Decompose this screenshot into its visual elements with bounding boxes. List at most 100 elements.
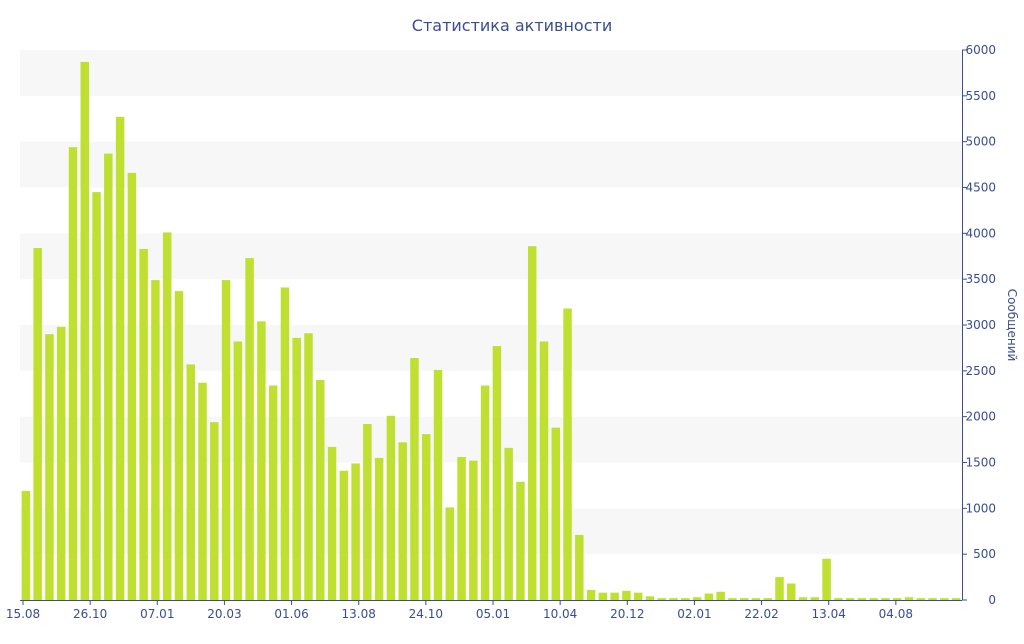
bar[interactable] xyxy=(586,589,596,600)
bar[interactable] xyxy=(327,446,337,600)
grid-band xyxy=(20,233,962,280)
bar[interactable] xyxy=(469,460,478,600)
bar[interactable] xyxy=(339,470,349,600)
bar[interactable] xyxy=(410,358,419,600)
bar[interactable] xyxy=(893,598,902,600)
bar[interactable] xyxy=(257,321,266,600)
bar[interactable] xyxy=(316,380,325,600)
bar[interactable] xyxy=(56,326,66,600)
bar[interactable] xyxy=(45,334,54,600)
x-tick-label: 24.10 xyxy=(409,607,443,621)
bar[interactable] xyxy=(716,591,725,600)
grid-band xyxy=(20,141,962,188)
bar[interactable] xyxy=(751,598,761,600)
bar[interactable] xyxy=(845,598,855,600)
y-tick-label: 0 xyxy=(988,593,996,607)
bar[interactable] xyxy=(798,597,808,600)
bar[interactable] xyxy=(445,507,455,600)
bar[interactable] xyxy=(186,364,195,600)
bar[interactable] xyxy=(728,598,737,600)
bar[interactable] xyxy=(351,463,360,600)
bar[interactable] xyxy=(539,341,549,601)
bar[interactable] xyxy=(292,337,301,600)
bar[interactable] xyxy=(527,246,537,601)
bar[interactable] xyxy=(139,248,148,601)
bar[interactable] xyxy=(516,481,525,600)
bar[interactable] xyxy=(68,147,78,601)
bar[interactable] xyxy=(162,232,172,601)
bar[interactable] xyxy=(951,598,961,600)
bar[interactable] xyxy=(704,593,714,600)
chart-title: Статистика активности xyxy=(412,16,612,35)
bar[interactable] xyxy=(904,597,914,600)
bar[interactable] xyxy=(857,598,867,600)
x-tick-label: 20.03 xyxy=(207,607,241,621)
y-tick-label: 4000 xyxy=(965,226,996,240)
bar[interactable] xyxy=(657,598,666,600)
bar[interactable] xyxy=(245,258,254,600)
y-tick-label: 1000 xyxy=(965,501,996,515)
bar[interactable] xyxy=(669,598,678,600)
bar[interactable] xyxy=(480,385,490,601)
bar[interactable] xyxy=(681,598,690,600)
bar[interactable] xyxy=(221,280,231,600)
bar[interactable] xyxy=(433,369,443,600)
bar[interactable] xyxy=(174,291,184,600)
bar[interactable] xyxy=(622,590,631,600)
bar[interactable] xyxy=(940,598,949,600)
bar[interactable] xyxy=(233,341,243,601)
x-tick-label: 15.08 xyxy=(6,607,40,621)
bar[interactable] xyxy=(386,415,396,600)
x-tick-label: 22.02 xyxy=(744,607,778,621)
x-tick-label: 13.08 xyxy=(342,607,376,621)
bar[interactable] xyxy=(268,385,278,601)
y-tick-label: 3000 xyxy=(965,318,996,332)
bar[interactable] xyxy=(739,598,749,600)
bar[interactable] xyxy=(692,597,702,600)
bar[interactable] xyxy=(115,116,125,601)
bar[interactable] xyxy=(598,592,608,600)
bar[interactable] xyxy=(374,457,384,600)
bar[interactable] xyxy=(33,248,42,600)
bar[interactable] xyxy=(304,333,313,600)
bar[interactable] xyxy=(810,597,820,600)
bar[interactable] xyxy=(916,598,926,600)
bar[interactable] xyxy=(457,457,466,600)
bar[interactable] xyxy=(633,592,643,600)
bar[interactable] xyxy=(881,598,890,600)
bar[interactable] xyxy=(551,427,560,600)
bar[interactable] xyxy=(398,442,407,600)
x-tick-label: 20.12 xyxy=(610,607,644,621)
bar[interactable] xyxy=(151,280,160,600)
grid-bands xyxy=(20,50,962,555)
bar[interactable] xyxy=(834,598,843,600)
bar[interactable] xyxy=(280,287,290,600)
bar[interactable] xyxy=(822,558,831,600)
bar[interactable] xyxy=(80,61,89,601)
y-tick-label: 4500 xyxy=(965,181,996,195)
bar[interactable] xyxy=(645,596,655,600)
bar[interactable] xyxy=(127,172,137,600)
bar[interactable] xyxy=(563,308,572,601)
bar[interactable] xyxy=(104,153,113,600)
bar[interactable] xyxy=(763,598,772,600)
bar[interactable] xyxy=(787,583,796,601)
bar[interactable] xyxy=(610,592,619,600)
bar[interactable] xyxy=(422,434,431,600)
bar[interactable] xyxy=(21,490,31,600)
y-axis: 0 500 1000 1500 2000 2500 3000 3500 4000 4500 5000… xyxy=(962,43,996,607)
bar[interactable] xyxy=(92,192,101,600)
bar[interactable] xyxy=(210,422,219,600)
x-tick-label: 04.08 xyxy=(879,607,913,621)
x-tick-label: 13.04 xyxy=(812,607,846,621)
bar[interactable] xyxy=(198,382,207,600)
bar[interactable] xyxy=(869,598,878,600)
bar[interactable] xyxy=(492,346,502,600)
bar[interactable] xyxy=(575,534,584,600)
y-tick-label: 500 xyxy=(973,547,996,561)
bar[interactable] xyxy=(363,424,372,600)
bar[interactable] xyxy=(775,577,784,600)
bar[interactable] xyxy=(504,447,513,600)
bar[interactable] xyxy=(928,598,937,600)
